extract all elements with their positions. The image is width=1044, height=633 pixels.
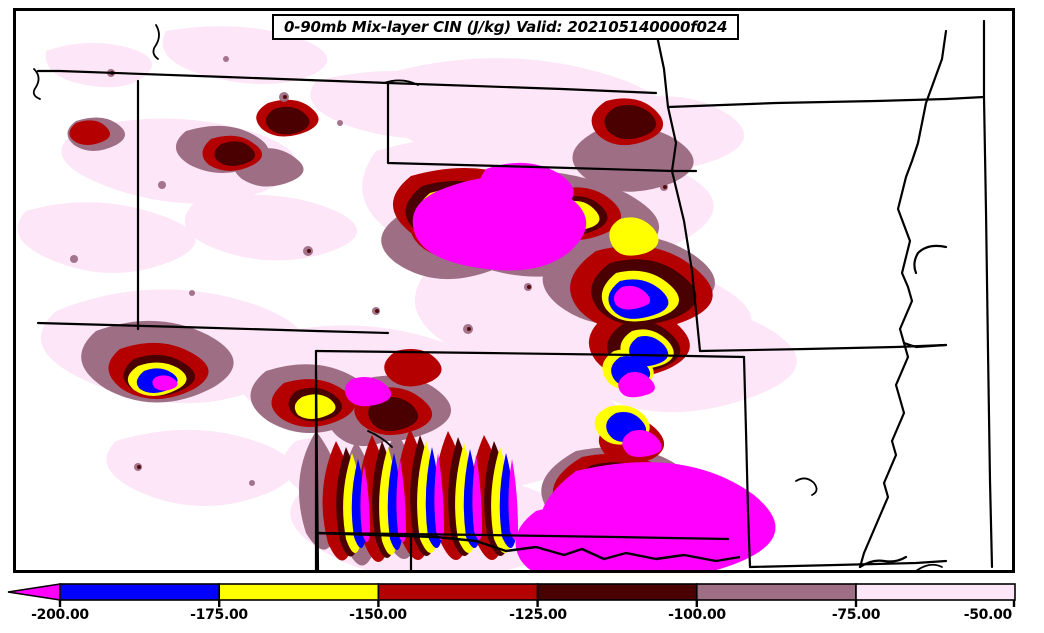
cin-contour-map (16, 11, 1012, 570)
colorbar-swatches[interactable] (0, 578, 1044, 608)
colorbar-tick-label-1: -175.00 (190, 607, 248, 623)
colorbar-tick-label-3: -125.00 (509, 607, 567, 623)
colorbar-arrow-min (7, 583, 61, 601)
red-river-boundary (315, 531, 741, 563)
page-title: 0-90mb Mix-layer CIN (J/kg) Valid: 20210… (284, 18, 728, 36)
map-title-box: 0-90mb Mix-layer CIN (J/kg) Valid: 20210… (272, 14, 740, 40)
colorbar-tick-label-6: -50.00 (963, 607, 1013, 623)
colorbar-tick-label-4: -100.00 (668, 607, 726, 623)
colorbar-blocks (59, 583, 1016, 601)
colorbar-tick-label-0: -200.00 (31, 607, 89, 623)
colorbar-tick-labels: -200.00 -175.00 -150.00 -125.00 -100.00 … (0, 607, 1044, 633)
state-boundaries (32, 19, 994, 570)
colorbar-tick-label-2: -150.00 (349, 607, 407, 623)
colorbar[interactable]: -200.00 -175.00 -150.00 -125.00 -100.00 … (0, 578, 1044, 633)
colorbar-ticks (58, 600, 1016, 607)
weather-map-panel[interactable] (13, 8, 1015, 573)
contour-fill-layer (17, 26, 797, 570)
colorbar-tick-label-5: -75.00 (831, 607, 881, 623)
